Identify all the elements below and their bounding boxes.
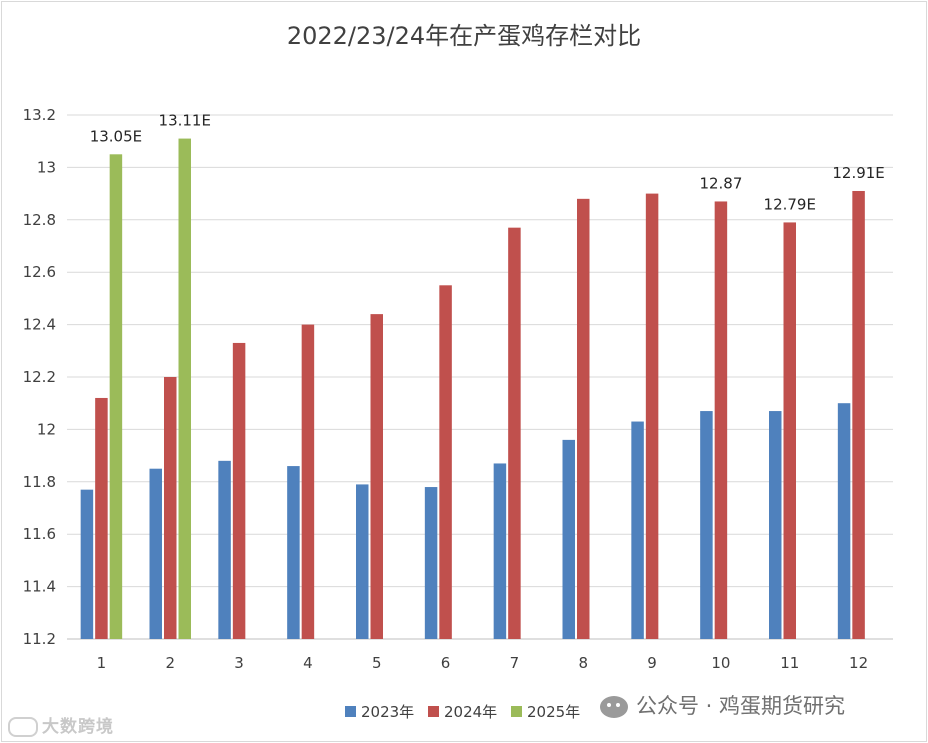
x-tick-label: 2 [165,654,175,672]
x-axis: 1 2 3 4 5 6 7 8 9 10 11 12 [97,654,868,672]
bar [370,314,383,639]
x-tick-label: 4 [303,654,313,672]
y-tick-label: 12.4 [23,316,56,334]
bar [439,285,452,639]
bar [508,227,521,639]
watermark-left-text: 大数跨境 [42,717,114,737]
y-tick-label: 12.8 [23,211,56,229]
bar [164,377,177,639]
x-tick-label: 10 [711,654,730,672]
x-tick-label: 11 [780,654,799,672]
bar [301,324,315,639]
bar [837,403,851,639]
bar [769,411,782,639]
wechat-icon [600,696,628,718]
y-axis: 11.2 11.4 11.6 11.8 12 12.2 12.4 12.6 12.8 13 13.2 [23,106,56,648]
bar [109,154,123,640]
grid-lines [67,114,893,640]
watermark-left: 大数跨境 [8,712,114,737]
bar [149,468,162,639]
x-tick-label: 8 [578,654,588,672]
bar [424,487,438,639]
y-tick-label: 12 [37,420,56,438]
chart-title: 2022/23/24年在产蛋鸡存栏对比 [287,22,641,50]
y-tick-label: 13.2 [23,106,56,124]
legend-swatch [511,706,522,717]
y-tick-label: 11.2 [23,630,56,648]
bar [645,193,659,639]
bar [852,190,865,640]
y-tick-label: 11.8 [23,473,56,491]
bar [493,463,507,639]
legend-label: 2024年 [444,703,497,721]
bar [178,138,191,639]
x-tick-label: 3 [234,654,244,672]
x-tick-label: 9 [647,654,657,672]
bar [80,489,94,639]
data-label: 12.79E [764,195,816,213]
y-tick-label: 12.2 [23,368,56,386]
watermark-right-text: 公众号 · 鸡蛋期货研究 [636,694,846,718]
bar [700,411,713,639]
x-tick-label: 1 [97,654,107,672]
y-tick-label: 11.4 [23,578,56,596]
bar [783,222,796,640]
y-tick-label: 11.6 [23,525,56,543]
data-label: 13.05E [90,127,142,145]
bar [287,466,300,639]
data-labels: 13.05E 13.11E 12.87 12.79E 12.91E [90,112,885,214]
x-tick-label: 7 [510,654,520,672]
legend-swatch [428,706,439,717]
bar [577,198,590,639]
data-label: 12.87 [699,174,742,192]
bar [714,201,728,639]
data-label: 12.91E [832,164,884,182]
x-tick-label: 12 [849,654,868,672]
legend-swatch [345,706,356,717]
y-tick-label: 13 [37,158,56,176]
bar [562,439,575,639]
watermark-right: 公众号 · 鸡蛋期货研究 [600,690,845,720]
legend: 2023年 2024年 2025年 [345,703,580,721]
bar [631,421,644,639]
watermark-left-icon [8,717,38,737]
y-tick-label: 12.6 [23,263,56,281]
legend-label: 2023年 [361,703,414,721]
legend-label: 2025年 [527,703,580,721]
bars [80,138,865,640]
data-label: 13.11E [159,112,211,130]
x-tick-label: 5 [372,654,382,672]
bar [232,342,246,639]
bar [95,397,108,639]
x-tick-label: 6 [441,654,451,672]
bar [356,484,369,639]
bar [218,460,231,639]
